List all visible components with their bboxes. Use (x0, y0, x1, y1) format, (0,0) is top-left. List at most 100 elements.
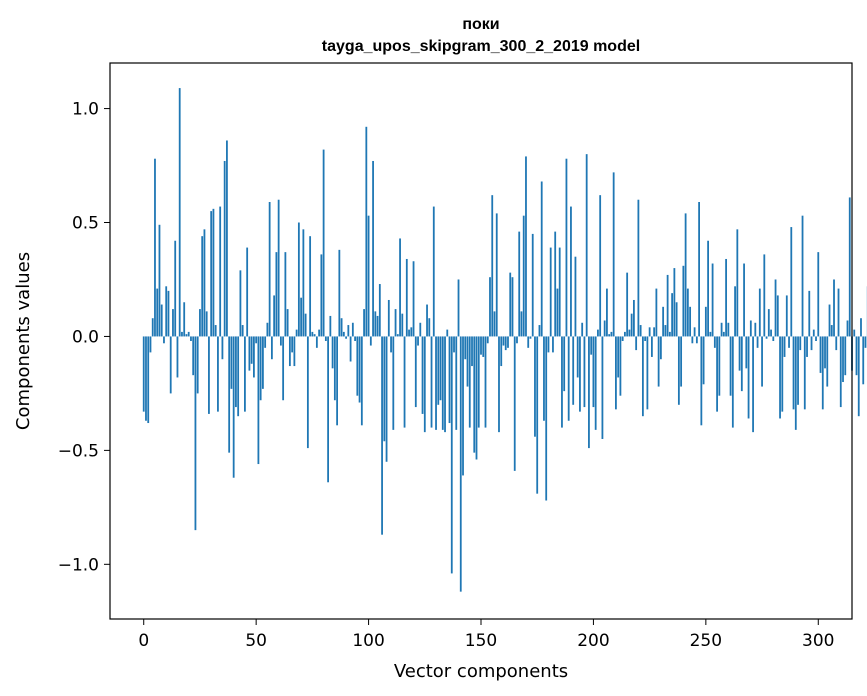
bar-component-20 (187, 331, 190, 337)
bar-component-232 (664, 325, 667, 337)
bar-component-244 (691, 336, 694, 344)
bar-component-141 (459, 336, 462, 592)
bar-component-67 (293, 336, 296, 367)
bar-component-272 (754, 322, 757, 337)
bar-component-44 (241, 325, 244, 337)
bar-component-319 (860, 318, 862, 337)
bar-component-45 (244, 336, 246, 412)
bar-component-25 (199, 309, 201, 337)
bar-component-30 (210, 211, 213, 337)
bar-component-234 (668, 331, 671, 337)
bar-component-48 (250, 336, 253, 364)
bar-component-31 (212, 208, 215, 337)
bar-component-12 (169, 336, 172, 394)
bar-component-41 (235, 336, 237, 408)
bar-component-153 (486, 336, 489, 344)
bar-component-249 (702, 336, 705, 385)
x-axis-ticks: 0 50 100 150 200 250 300 (138, 619, 834, 651)
bar-component-253 (711, 263, 714, 337)
bar-component-175 (536, 336, 539, 494)
bar-component-115 (401, 313, 404, 337)
bar-component-34 (219, 206, 222, 337)
x-tick-label: 0 (138, 631, 149, 651)
bar-component-29 (208, 336, 210, 414)
bar-component-217 (630, 313, 633, 337)
bar-component-264 (736, 229, 739, 337)
bar-component-214 (624, 331, 626, 337)
bar-component-150 (480, 336, 482, 355)
bar-component-240 (682, 265, 685, 337)
bar-component-74 (309, 236, 312, 337)
bar-component-298 (812, 329, 815, 337)
bar-component-110 (390, 336, 392, 353)
bar-component-168 (520, 311, 523, 337)
bar-component-102 (372, 160, 374, 337)
bar-component-82 (327, 336, 329, 483)
bar-component-282 (776, 295, 779, 337)
bar-component-180 (547, 336, 550, 353)
bar-component-58 (273, 295, 276, 337)
bar-component-90 (345, 336, 347, 339)
bar-component-32 (214, 325, 217, 337)
bar-component-222 (641, 336, 644, 417)
bar-component-112 (394, 309, 397, 337)
bar-component-95 (356, 336, 359, 396)
bar-component-109 (387, 299, 390, 337)
bar-component-126 (426, 304, 428, 337)
bar-component-21 (190, 336, 192, 341)
bar-component-129 (432, 206, 435, 337)
bar-component-144 (466, 336, 469, 387)
bar-component-251 (707, 240, 709, 337)
bar-component-189 (567, 336, 570, 421)
bar-component-140 (457, 279, 460, 337)
bar-component-312 (844, 336, 847, 376)
bar-component-200 (592, 336, 595, 408)
bar-component-59 (275, 252, 278, 337)
bar-component-230 (659, 336, 662, 360)
bar-component-123 (419, 322, 422, 337)
bar-component-15 (176, 336, 179, 378)
bar-component-46 (246, 247, 249, 337)
bar-component-87 (338, 249, 341, 337)
bar-component-171 (527, 336, 530, 348)
bar-component-38 (228, 336, 231, 453)
bar-component-8 (160, 304, 163, 337)
x-axis-label: Vector components (394, 661, 568, 682)
bar-component-210 (615, 336, 617, 410)
bar-component-3 (149, 336, 152, 353)
bar-component-198 (588, 336, 590, 449)
bar-component-101 (369, 336, 372, 346)
bar-component-72 (304, 313, 307, 337)
bar-component-160 (502, 336, 505, 346)
bar-component-281 (774, 279, 777, 337)
bar-component-167 (518, 231, 521, 337)
bar-component-0 (142, 336, 145, 412)
bar-component-77 (315, 336, 318, 348)
bar-component-9 (163, 336, 165, 344)
bar-component-295 (806, 336, 808, 357)
bar-component-316 (853, 329, 856, 337)
bar-component-252 (709, 331, 712, 337)
bar-component-256 (718, 336, 721, 396)
bar-component-36 (223, 160, 226, 337)
bar-component-96 (358, 336, 361, 403)
bar-component-290 (794, 336, 797, 430)
bar-component-292 (799, 336, 802, 351)
bar-component-157 (495, 213, 498, 337)
bar-component-201 (594, 336, 597, 430)
bar-component-220 (637, 199, 640, 337)
bar-component-161 (504, 336, 507, 351)
bar-component-60 (277, 199, 280, 337)
bar-component-143 (464, 336, 467, 360)
chart-title: поки (462, 16, 499, 33)
bar-component-284 (781, 336, 784, 412)
bar-component-259 (725, 258, 727, 337)
y-tick-label: 1.0 (72, 100, 99, 120)
bar-component-233 (666, 274, 669, 337)
bar-component-111 (392, 336, 395, 430)
bar-component-257 (720, 322, 723, 337)
bar-component-145 (468, 336, 471, 428)
y-axis-ticks: −1.0 −0.5 0.0 0.5 1.0 (58, 100, 110, 575)
bar-component-17 (181, 331, 183, 337)
